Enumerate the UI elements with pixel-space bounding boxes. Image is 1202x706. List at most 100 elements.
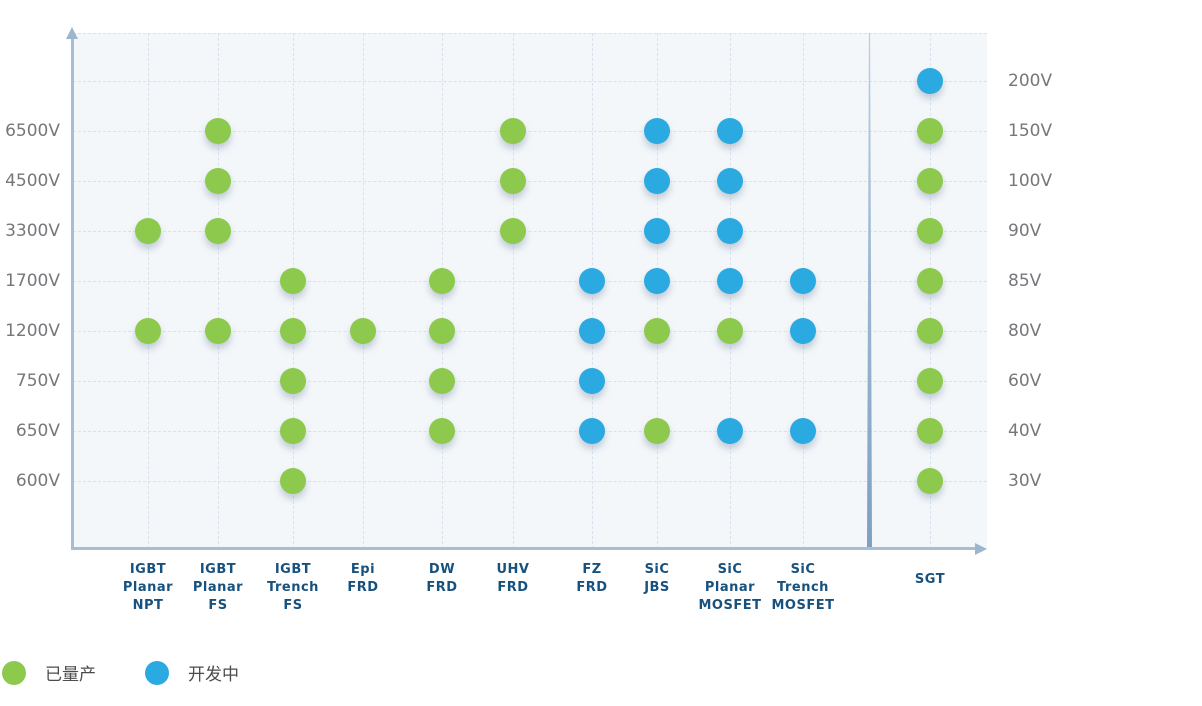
data-dot [644, 168, 670, 194]
legend-item-production: 已量产 [2, 660, 96, 685]
data-dot [500, 168, 526, 194]
category-label-line: FZ [582, 562, 602, 577]
data-dot [917, 68, 943, 94]
data-dot [790, 318, 816, 344]
category-label-line: Trench [267, 580, 319, 595]
legend: 已量产 开发中 [2, 660, 239, 685]
right-axis-label: 80V [1008, 321, 1042, 341]
category-label-line: SiC [717, 562, 743, 577]
right-axis-label: 40V [1008, 421, 1042, 441]
plot-area [73, 33, 987, 549]
right-axis-label: 150V [1008, 121, 1053, 141]
data-dot [280, 368, 306, 394]
v-gridline [218, 33, 219, 549]
category-label: DW FRD [382, 561, 502, 597]
data-dot [644, 418, 670, 444]
data-dot [280, 468, 306, 494]
category-label-line: IGBT [274, 562, 312, 577]
legend-label: 开发中 [188, 665, 239, 685]
category-label-line: FS [208, 598, 228, 613]
data-dot [917, 368, 943, 394]
data-dot [205, 218, 231, 244]
category-label: SGT [870, 561, 990, 589]
right-axis-label: 30V [1008, 471, 1042, 491]
left-axis-label: 750V [15, 371, 60, 391]
data-dot [280, 418, 306, 444]
left-axis-label: 1200V [5, 321, 60, 341]
data-dot [917, 268, 943, 294]
data-dot [717, 418, 743, 444]
data-dot [205, 168, 231, 194]
h-gridline [73, 231, 987, 232]
data-dot [500, 118, 526, 144]
right-axis-label: 200V [1008, 71, 1053, 91]
left-axis-label: 600V [15, 471, 60, 491]
legend-item-development: 开发中 [145, 660, 239, 685]
category-label-line: IGBT [129, 562, 167, 577]
y-axis-arrow-icon [66, 27, 78, 39]
y-axis-line [71, 37, 74, 549]
category-label: SiC Trench MOSFET [743, 561, 863, 615]
category-label-line: DW [428, 562, 456, 577]
h-gridline [73, 331, 987, 332]
left-axis-label: 650V [15, 421, 60, 441]
category-label: IGBT Planar NPT [88, 561, 208, 615]
data-dot [717, 168, 743, 194]
category-label-line: NPT [132, 598, 164, 613]
h-gridline [73, 81, 987, 82]
h-gridline [73, 431, 987, 432]
data-dot [917, 468, 943, 494]
data-dot [644, 118, 670, 144]
right-axis-label: 60V [1008, 371, 1042, 391]
left-axis-label: 3300V [5, 221, 60, 241]
h-gridline [73, 131, 987, 132]
category-label-line: Planar [122, 580, 174, 595]
h-gridline [73, 33, 987, 34]
data-dot [429, 418, 455, 444]
data-dot [280, 318, 306, 344]
data-dot [644, 318, 670, 344]
data-dot [917, 118, 943, 144]
category-label-line: Planar [704, 580, 756, 595]
category-label-line: FRD [576, 580, 608, 595]
category-label: UHV FRD [453, 561, 573, 597]
h-gridline [73, 181, 987, 182]
data-dot [579, 368, 605, 394]
category-label-line: Planar [192, 580, 244, 595]
category-label: FZ FRD [532, 561, 652, 597]
category-label-line: MOSFET [771, 598, 835, 613]
data-dot [135, 318, 161, 344]
data-dot [917, 318, 943, 344]
h-gridline [73, 481, 987, 482]
data-dot [579, 268, 605, 294]
category-label-line: IGBT [199, 562, 237, 577]
v-gridline [148, 33, 149, 549]
category-label: Epi FRD [303, 561, 423, 597]
data-dot [205, 318, 231, 344]
data-dot [644, 268, 670, 294]
production-legend-dot-icon [2, 660, 26, 685]
category-label-line: SiC [644, 562, 670, 577]
category-label: SiC Planar MOSFET [670, 561, 790, 615]
category-label-line: FS [283, 598, 303, 613]
category-label-line: JBS [644, 580, 670, 595]
data-dot [790, 418, 816, 444]
data-dot [717, 318, 743, 344]
category-label-line: FRD [426, 580, 458, 595]
data-dot [790, 268, 816, 294]
data-dot [350, 318, 376, 344]
data-dot [717, 218, 743, 244]
v-gridline [363, 33, 364, 549]
data-dot [135, 218, 161, 244]
data-dot [717, 118, 743, 144]
category-label-line: MOSFET [698, 598, 762, 613]
category-label-line: SiC [790, 562, 816, 577]
x-axis-line [71, 547, 977, 550]
category-label-line: Trench [777, 580, 829, 595]
x-axis-arrow-icon [975, 542, 987, 555]
category-label-line: UHV [496, 562, 530, 577]
category-label-line: SGT [914, 572, 946, 587]
right-axis-label: 100V [1008, 171, 1053, 191]
v-gridline [513, 33, 514, 549]
